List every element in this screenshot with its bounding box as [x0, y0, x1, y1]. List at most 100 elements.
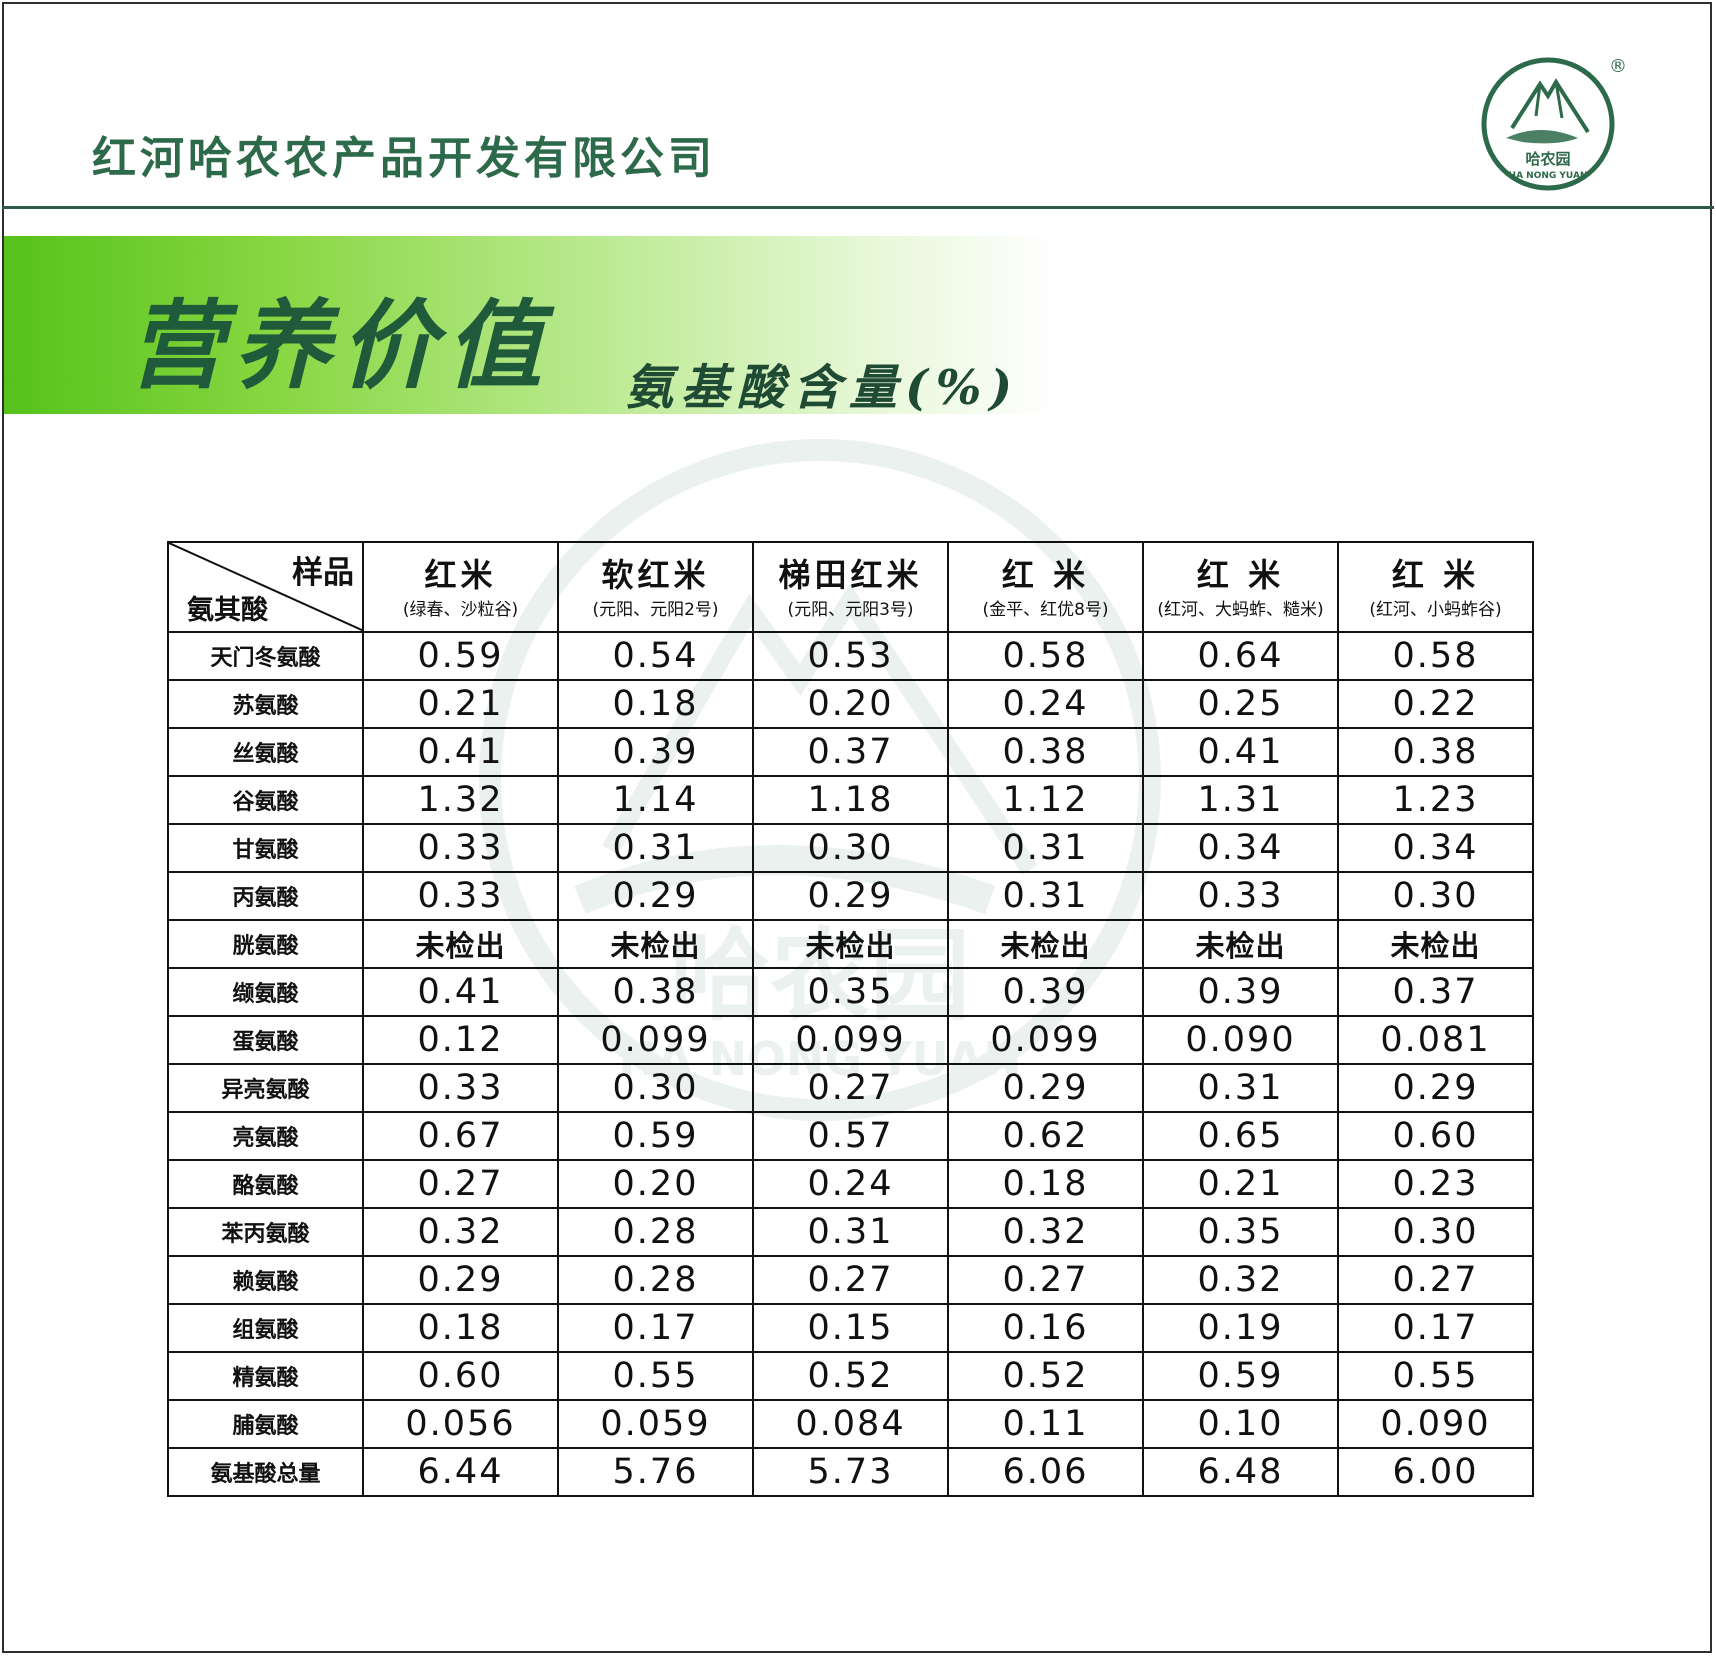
value-cell: 0.29	[557, 871, 754, 921]
value-cell: 1.23	[1337, 775, 1534, 825]
value-cell: 0.17	[1337, 1303, 1534, 1353]
value-cell: 0.34	[1142, 823, 1339, 873]
value-cell: 0.39	[947, 967, 1144, 1017]
amino-acid-name: 谷氨酸	[167, 775, 364, 825]
column-origin: (红河、小蚂蚱谷)	[1369, 600, 1502, 620]
table-row: 异亮氨酸 0.33 0.30 0.27 0.29 0.31 0.29	[167, 1063, 1534, 1113]
value-cell: 6.48	[1142, 1447, 1339, 1497]
value-cell: 0.38	[557, 967, 754, 1017]
value-cell: 0.58	[947, 631, 1144, 681]
column-origin: (红河、大蚂蚱、糙米)	[1157, 600, 1324, 620]
value-cell: 0.37	[1337, 967, 1534, 1017]
value-cell: 0.18	[362, 1303, 559, 1353]
value-cell: 0.31	[752, 1207, 949, 1257]
value-cell: 0.41	[362, 727, 559, 777]
amino-acid-name: 苏氨酸	[167, 679, 364, 729]
value-cell: 0.62	[947, 1111, 1144, 1161]
column-origin: (金平、红优8号)	[982, 600, 1109, 620]
value-cell: 0.30	[1337, 1207, 1534, 1257]
table-row: 组氨酸 0.18 0.17 0.15 0.16 0.19 0.17	[167, 1303, 1534, 1353]
company-logo: 哈农园 HA NONG YUAN ®	[1481, 56, 1627, 191]
value-cell: 0.54	[557, 631, 754, 681]
value-cell: 5.76	[557, 1447, 754, 1497]
value-cell: 0.29	[947, 1063, 1144, 1113]
amino-acid-name: 丝氨酸	[167, 727, 364, 777]
value-cell: 0.21	[1142, 1159, 1339, 1209]
value-cell: 6.44	[362, 1447, 559, 1497]
value-cell: 0.32	[947, 1207, 1144, 1257]
value-cell: 0.27	[947, 1255, 1144, 1305]
amino-acid-name: 亮氨酸	[167, 1111, 364, 1161]
value-cell: 0.20	[752, 679, 949, 729]
title-banner	[4, 236, 1054, 414]
table-row: 天门冬氨酸 0.59 0.54 0.53 0.58 0.64 0.58	[167, 631, 1534, 681]
corner-header-cell: 样品 氨其酸	[167, 541, 364, 633]
value-cell: 0.35	[1142, 1207, 1339, 1257]
value-cell: 0.41	[1142, 727, 1339, 777]
value-cell: 6.06	[947, 1447, 1144, 1497]
column-header: 红米 (绿春、沙粒谷)	[362, 541, 559, 633]
table-row: 苏氨酸 0.21 0.18 0.20 0.24 0.25 0.22	[167, 679, 1534, 729]
value-cell: 6.00	[1337, 1447, 1534, 1497]
value-cell: 0.31	[947, 823, 1144, 873]
value-cell: 0.099	[752, 1015, 949, 1065]
banner-title: 营养价值	[128, 289, 552, 402]
value-cell: 未检出	[557, 919, 754, 969]
value-cell: 0.081	[1337, 1015, 1534, 1065]
amino-acid-name: 脯氨酸	[167, 1399, 364, 1449]
value-cell: 0.34	[1337, 823, 1534, 873]
amino-acid-table: 样品 氨其酸 红米 (绿春、沙粒谷) 软红米 (元阳、元阳2号) 梯田红米 (元阳、元…	[167, 541, 1534, 1497]
sample-label: 样品	[292, 555, 354, 591]
value-cell: 0.27	[752, 1255, 949, 1305]
value-cell: 0.17	[557, 1303, 754, 1353]
table-row: 脯氨酸 0.056 0.059 0.084 0.11 0.10 0.090	[167, 1399, 1534, 1449]
value-cell: 0.30	[752, 823, 949, 873]
value-cell: 0.28	[557, 1207, 754, 1257]
value-cell: 5.73	[752, 1447, 949, 1497]
value-cell: 1.31	[1142, 775, 1339, 825]
value-cell: 0.090	[1337, 1399, 1534, 1449]
amino-acid-name: 苯丙氨酸	[167, 1207, 364, 1257]
value-cell: 0.27	[752, 1063, 949, 1113]
value-cell: 0.29	[752, 871, 949, 921]
value-cell: 0.32	[1142, 1255, 1339, 1305]
value-cell: 0.52	[752, 1351, 949, 1401]
value-cell: 0.18	[557, 679, 754, 729]
table-row: 氨基酸总量 6.44 5.76 5.73 6.06 6.48 6.00	[167, 1447, 1534, 1497]
value-cell: 0.33	[1142, 871, 1339, 921]
column-origin: (元阳、元阳3号)	[787, 600, 914, 620]
table-body: 天门冬氨酸 0.59 0.54 0.53 0.58 0.64 0.58 苏氨酸 0.21 0.18…	[167, 631, 1534, 1497]
value-cell: 未检出	[1142, 919, 1339, 969]
value-cell: 0.30	[1337, 871, 1534, 921]
column-header: 梯田红米 (元阳、元阳3号)	[752, 541, 949, 633]
value-cell: 0.57	[752, 1111, 949, 1161]
value-cell: 1.18	[752, 775, 949, 825]
value-cell: 0.55	[557, 1351, 754, 1401]
column-name: 红 米	[1001, 556, 1090, 594]
amino-acid-name: 精氨酸	[167, 1351, 364, 1401]
value-cell: 0.67	[362, 1111, 559, 1161]
value-cell: 0.64	[1142, 631, 1339, 681]
column-origin: (元阳、元阳2号)	[592, 600, 719, 620]
value-cell: 0.29	[362, 1255, 559, 1305]
value-cell: 0.31	[1142, 1063, 1339, 1113]
value-cell: 未检出	[1337, 919, 1534, 969]
value-cell: 0.37	[752, 727, 949, 777]
value-cell: 0.28	[557, 1255, 754, 1305]
column-header: 红 米 (红河、大蚂蚱、糙米)	[1142, 541, 1339, 633]
value-cell: 0.60	[362, 1351, 559, 1401]
value-cell: 0.27	[362, 1159, 559, 1209]
table-row: 赖氨酸 0.29 0.28 0.27 0.27 0.32 0.27	[167, 1255, 1534, 1305]
value-cell: 0.31	[947, 871, 1144, 921]
header-divider	[2, 206, 1714, 209]
value-cell: 0.16	[947, 1303, 1144, 1353]
registered-mark: ®	[1609, 56, 1627, 77]
value-cell: 0.24	[947, 679, 1144, 729]
logo-en-text: HA NONG YUAN	[1509, 171, 1588, 181]
value-cell: 0.059	[557, 1399, 754, 1449]
value-cell: 0.33	[362, 1063, 559, 1113]
table-row: 丙氨酸 0.33 0.29 0.29 0.31 0.33 0.30	[167, 871, 1534, 921]
table-row: 蛋氨酸 0.12 0.099 0.099 0.099 0.090 0.081	[167, 1015, 1534, 1065]
value-cell: 1.14	[557, 775, 754, 825]
value-cell: 0.60	[1337, 1111, 1534, 1161]
